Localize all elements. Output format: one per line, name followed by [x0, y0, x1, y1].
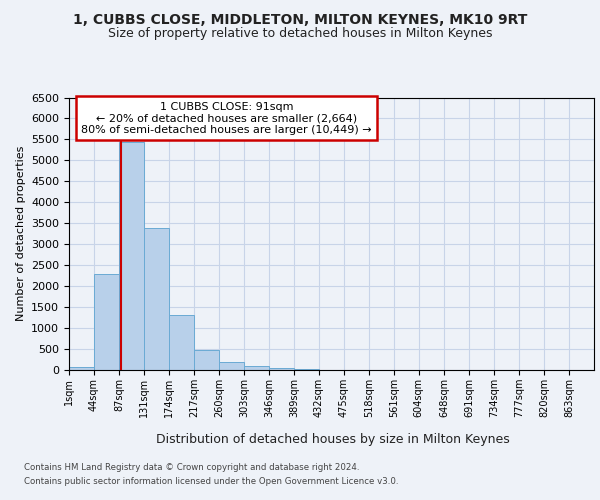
Text: 1 CUBBS CLOSE: 91sqm
← 20% of detached houses are smaller (2,664)
80% of semi-de: 1 CUBBS CLOSE: 91sqm ← 20% of detached h…: [81, 102, 372, 135]
Bar: [94, 274, 119, 370]
Bar: [194, 350, 219, 370]
Text: Contains HM Land Registry data © Crown copyright and database right 2024.: Contains HM Land Registry data © Crown c…: [24, 462, 359, 471]
Text: Contains public sector information licensed under the Open Government Licence v3: Contains public sector information licen…: [24, 478, 398, 486]
Text: 1, CUBBS CLOSE, MIDDLETON, MILTON KEYNES, MK10 9RT: 1, CUBBS CLOSE, MIDDLETON, MILTON KEYNES…: [73, 12, 527, 26]
Bar: [219, 362, 244, 370]
Bar: [169, 314, 194, 370]
Bar: [119, 142, 145, 370]
Bar: [269, 368, 294, 370]
Bar: [294, 368, 319, 370]
Bar: [69, 366, 94, 370]
Text: Size of property relative to detached houses in Milton Keynes: Size of property relative to detached ho…: [108, 28, 492, 40]
Y-axis label: Number of detached properties: Number of detached properties: [16, 146, 26, 322]
Text: Distribution of detached houses by size in Milton Keynes: Distribution of detached houses by size …: [156, 432, 510, 446]
Bar: [145, 228, 169, 370]
Bar: [244, 366, 269, 370]
